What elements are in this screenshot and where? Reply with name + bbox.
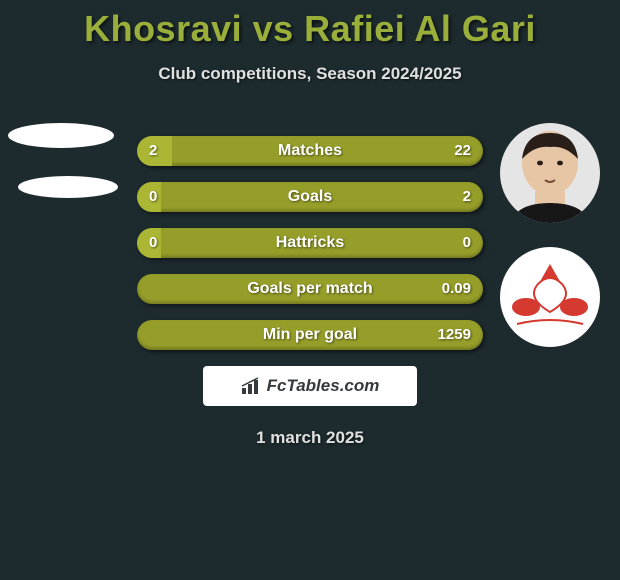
- stat-label: Matches: [137, 136, 483, 166]
- left-player-photo-placeholder: [8, 123, 114, 148]
- player-face-icon: [505, 125, 595, 223]
- stat-row: 0 Hattricks 0: [137, 228, 483, 258]
- club-emblem-icon: [511, 262, 589, 332]
- stat-right-value: 2: [463, 182, 471, 212]
- date-label: 1 march 2025: [0, 428, 620, 448]
- stat-row: Goals per match 0.09: [137, 274, 483, 304]
- left-player-avatars: [8, 123, 118, 198]
- stat-row: 0 Goals 2: [137, 182, 483, 212]
- stat-right-value: 1259: [438, 320, 471, 350]
- right-player-photo: [500, 123, 600, 223]
- left-club-logo-placeholder: [18, 176, 118, 198]
- stat-label: Goals: [137, 182, 483, 212]
- stat-label: Goals per match: [137, 274, 483, 304]
- subtitle: Club competitions, Season 2024/2025: [0, 64, 620, 84]
- stat-right-value: 22: [454, 136, 471, 166]
- bar-chart-icon: [241, 376, 263, 396]
- right-player-avatars: [500, 123, 600, 347]
- page-title: Khosravi vs Rafiei Al Gari: [0, 0, 620, 50]
- comparison-card: Khosravi vs Rafiei Al Gari Club competit…: [0, 0, 620, 580]
- branding-text: FcTables.com: [267, 376, 380, 396]
- stat-right-value: 0: [463, 228, 471, 258]
- stat-label: Hattricks: [137, 228, 483, 258]
- stat-label: Min per goal: [137, 320, 483, 350]
- stat-row: 2 Matches 22: [137, 136, 483, 166]
- stat-row: Min per goal 1259: [137, 320, 483, 350]
- right-club-logo: [500, 247, 600, 347]
- stat-right-value: 0.09: [442, 274, 471, 304]
- stats-list: 2 Matches 22 0 Goals 2 0 Hattricks 0 Goa…: [137, 136, 483, 350]
- branding-badge: FcTables.com: [203, 366, 417, 406]
